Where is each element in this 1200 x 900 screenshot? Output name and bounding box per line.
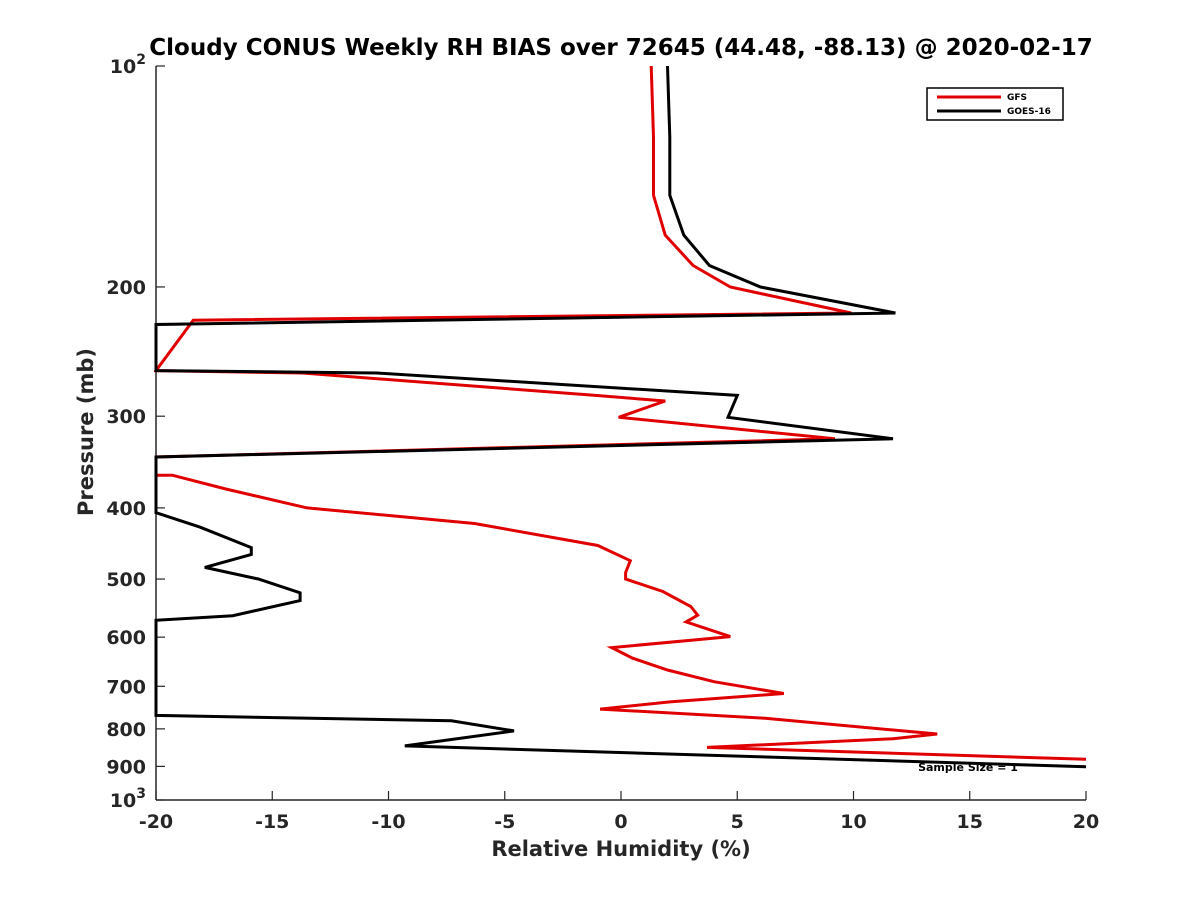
chart-title: Cloudy CONUS Weekly RH BIAS over 72645 (… (149, 35, 1092, 61)
series-line-gfs (154, 65, 1087, 761)
series-lines (154, 65, 1087, 769)
y-tick-label: 200 (106, 277, 146, 299)
y-tick-label: 103 (110, 786, 146, 812)
x-tick-label: -15 (255, 811, 289, 833)
x-tick-label: -20 (139, 811, 173, 833)
x-tick-label: -5 (494, 811, 515, 833)
x-tick-label: 10 (840, 811, 866, 833)
y-tick-label: 300 (106, 406, 146, 428)
y-tick-label: 800 (106, 719, 146, 741)
legend-label-goes16: GOES-16 (1007, 107, 1051, 117)
x-tick-label: -10 (371, 811, 405, 833)
y-axis-label: Pressure (mb) (74, 348, 98, 516)
y-tick-label: 500 (106, 569, 146, 591)
x-tick-label: 0 (614, 811, 627, 833)
x-tick-label: 20 (1073, 811, 1099, 833)
series-line-goes16 (154, 65, 1087, 769)
sample-size-annotation: Sample Size = 1 (918, 761, 1018, 774)
y-tick-label: 102 (110, 52, 146, 78)
legend-box (926, 87, 1064, 121)
x-tick-label: 15 (957, 811, 983, 833)
x-tick-label: 5 (731, 811, 744, 833)
x-axis-label: Relative Humidity (%) (491, 837, 750, 861)
legend-label-gfs: GFS (1007, 93, 1027, 103)
plot-axes: -20 -15 -10 -5 0 5 10 15 20 102 200 300 400 500 600 700… (106, 52, 1099, 833)
y-tick-label: 900 (106, 756, 146, 778)
legend: GFS GOES-16 (926, 87, 1064, 121)
y-tick-label: 700 (106, 676, 146, 698)
y-tick-label: 600 (106, 627, 146, 649)
y-tick-label: 400 (106, 498, 146, 520)
